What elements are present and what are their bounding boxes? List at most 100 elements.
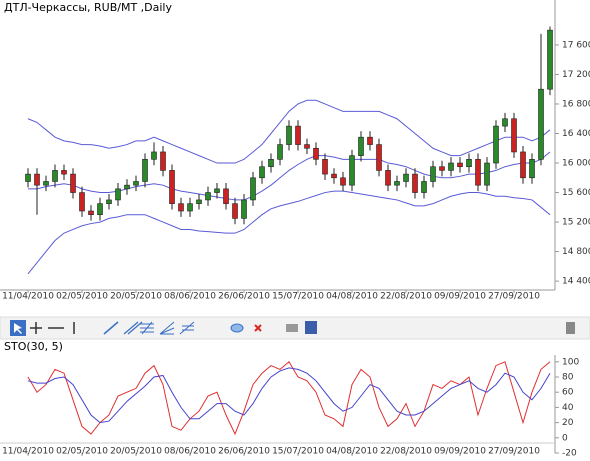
x-tick-label: 15/07/2010 [272, 292, 324, 302]
y-tick-label: 40 [562, 403, 574, 413]
candle-body [115, 188, 121, 201]
print-tool[interactable] [286, 324, 298, 332]
toolbar [0, 316, 590, 340]
y-tick-label: 17 600 [562, 40, 590, 50]
bollinger-band [28, 151, 551, 201]
candle-body [286, 125, 292, 145]
fan-tool[interactable] [159, 321, 175, 335]
candle-body [322, 159, 328, 175]
candle-body [529, 159, 535, 179]
candle-body [250, 177, 256, 201]
fib-tool[interactable] [140, 321, 154, 335]
x-tick-label: 22/08/2010 [380, 292, 432, 302]
delete-tool[interactable] [254, 324, 262, 332]
y-tick-label: 100 [562, 357, 579, 367]
candle-body [52, 170, 58, 182]
x-tick-label: 20/05/2010 [110, 447, 162, 457]
y-tick-label: 16 800 [562, 99, 590, 109]
comment-tool[interactable] [230, 323, 244, 333]
candle-body [133, 181, 139, 186]
chart-title: ДТЛ-Черкассы, RUB/MT ,Daily [4, 1, 172, 14]
oscillator-line [27, 367, 551, 424]
candle-body [484, 162, 490, 186]
x-tick-label: 26/06/2010 [218, 292, 270, 302]
candle-body [439, 166, 445, 171]
x-tick-label: 15/07/2010 [272, 447, 324, 457]
candle-body [349, 155, 355, 186]
x-tick-label: 27/09/2010 [488, 447, 540, 457]
candle-body [358, 136, 364, 156]
candle-body [79, 192, 85, 212]
candle-body [70, 173, 76, 193]
bollinger-band [27, 99, 551, 164]
candle-body [106, 199, 112, 204]
candle-body [223, 188, 229, 204]
candle-body [331, 173, 337, 179]
y-tick-label: 14 800 [562, 247, 590, 257]
candle-body [151, 151, 157, 160]
candle-body [277, 144, 283, 160]
crosshair-tool[interactable] [30, 322, 42, 334]
candle-body [259, 166, 265, 179]
candle-body [169, 170, 175, 204]
candle-body [448, 162, 454, 171]
candle-body [385, 170, 391, 186]
y-tick-label: 15 600 [562, 188, 590, 198]
trash-tool[interactable] [566, 322, 575, 334]
y-tick-label: 16 400 [562, 129, 590, 139]
candle-body [268, 159, 274, 168]
candle-body [304, 144, 310, 149]
x-tick-label: 02/05/2010 [56, 447, 108, 457]
candle-body [493, 125, 499, 164]
x-tick-label: 27/09/2010 [488, 292, 540, 302]
candle-body [241, 199, 247, 219]
candle-body [313, 147, 319, 160]
candle-body [178, 203, 184, 212]
oscillator-line [27, 361, 551, 436]
candle-body [205, 192, 211, 201]
y-tick-label: -20 [562, 449, 577, 459]
trendline-tool[interactable] [103, 321, 119, 335]
y-tick-label: 14 400 [562, 277, 590, 287]
candle-body [142, 159, 148, 182]
candle-body [430, 166, 436, 182]
candle-body [403, 173, 409, 182]
candle-body [34, 173, 40, 186]
candle-body [457, 162, 463, 168]
y-tick-label: 16 000 [562, 159, 590, 169]
x-tick-label: 04/08/2010 [326, 447, 378, 457]
candle-body [511, 118, 517, 153]
candle-body [43, 181, 49, 186]
y-tick-label: 0 [562, 433, 568, 443]
indicator-title: STO(30, 5) [4, 340, 63, 353]
candle-body [466, 159, 472, 168]
candle-body [187, 203, 193, 212]
x-tick-label: 08/06/2010 [164, 292, 216, 302]
gann-tool[interactable] [179, 321, 195, 335]
x-tick-label: 02/05/2010 [56, 292, 108, 302]
x-tick-label: 11/04/2010 [2, 447, 54, 457]
channel-tool[interactable] [123, 321, 143, 335]
x-tick-label: 09/09/2010 [434, 447, 486, 457]
candle-body [88, 210, 94, 216]
x-tick-label: 08/06/2010 [164, 447, 216, 457]
candle-body [97, 203, 103, 216]
candle-body [520, 151, 526, 179]
candle-body [196, 199, 202, 204]
y-tick-label: 15 200 [562, 218, 590, 228]
y-tick-label: 20 [562, 418, 574, 428]
y-tick-label: 80 [562, 373, 574, 383]
x-tick-label: 22/08/2010 [380, 447, 432, 457]
save-tool[interactable] [305, 321, 317, 334]
candle-body [25, 173, 31, 182]
candle-body [502, 118, 508, 127]
candle-body [376, 144, 382, 171]
candle-body [61, 170, 67, 175]
arrow-icon [14, 323, 22, 334]
candle-body [547, 29, 553, 90]
y-tick-label: 60 [562, 388, 574, 398]
candle-body [340, 177, 346, 186]
candle-body [295, 125, 301, 145]
x-tick-label: 11/04/2010 [2, 292, 54, 302]
